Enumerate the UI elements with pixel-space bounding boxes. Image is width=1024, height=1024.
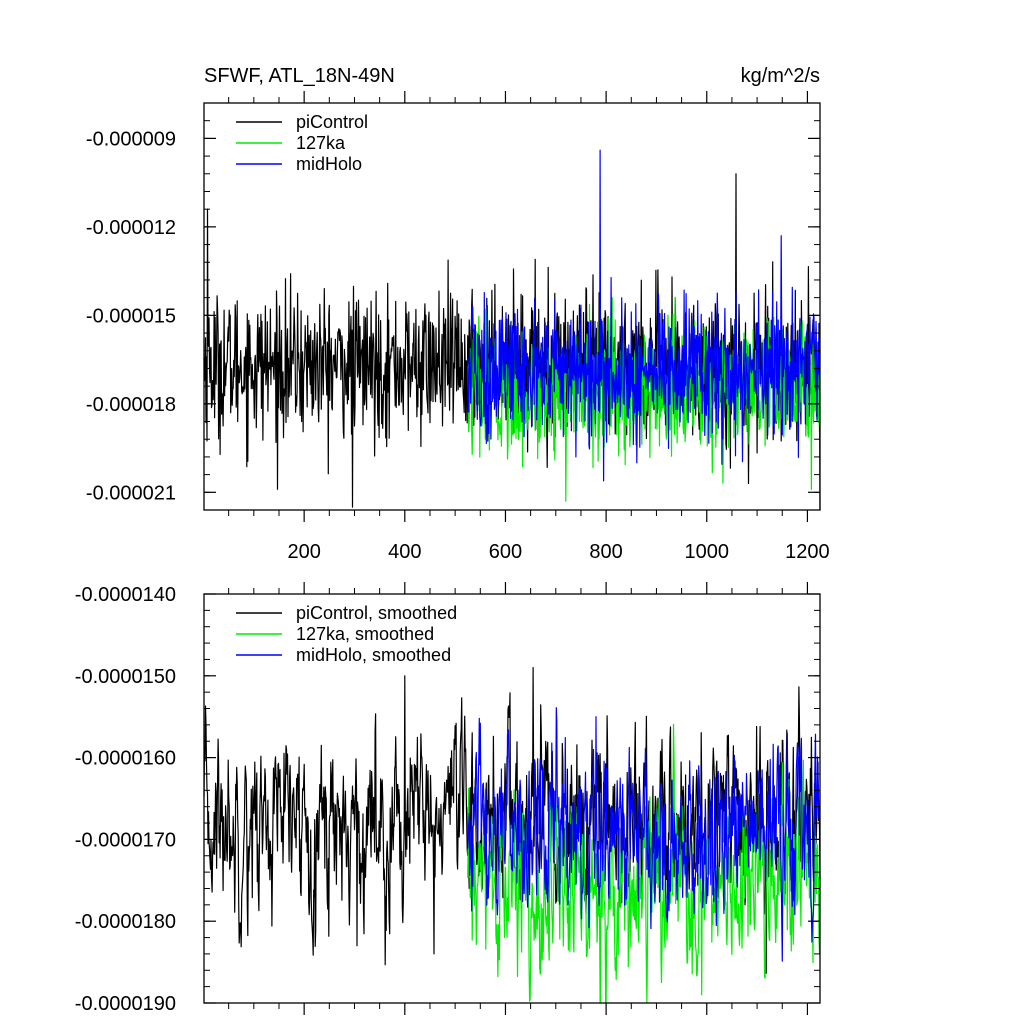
legend-label-midholo-smoothed: midHolo, smoothed: [296, 645, 451, 665]
top-legend: piControl 127ka midHolo: [236, 112, 368, 174]
x-tick-label: 1000: [685, 541, 730, 563]
bottom-series-midholo-smoothed: [467, 707, 821, 962]
x-tick-label: 600: [489, 541, 522, 563]
top-series-midholo: [467, 149, 821, 511]
bottom-plot-frame: [203, 593, 821, 1004]
y-tick-label: -0.000021: [86, 482, 176, 504]
y-tick-label: -0.0000190: [75, 993, 176, 1015]
legend-label-127ka-smoothed: 127ka, smoothed: [296, 624, 434, 644]
top-y-axis: -0.000009 -0.000012 -0.000015 -0.000018 -0.0…: [86, 102, 820, 511]
y-tick-label: -0.000018: [86, 394, 176, 416]
y-tick-label: -0.0000160: [75, 748, 176, 770]
bottom-y-axis: -0.0000140 -0.0000150 -0.0000160 -0.0000170…: [75, 584, 820, 1015]
legend-label-picontrol: piControl: [296, 112, 368, 132]
top-series-127ka: [467, 296, 821, 502]
y-tick-label: -0.000012: [86, 217, 176, 239]
y-tick-label: -0.0000180: [75, 911, 176, 933]
y-tick-label: -0.0000150: [75, 666, 176, 688]
top-plot-area: [203, 149, 821, 511]
y-tick-label: -0.0000140: [75, 584, 176, 606]
x-tick-label: 400: [388, 541, 421, 563]
top-plot-frame: [203, 102, 821, 511]
top-chart-title: SFWF, ATL_18N-49N: [204, 65, 395, 87]
bottom-legend: piControl, smoothed 127ka, smoothed midH…: [236, 603, 457, 665]
top-chart-units: kg/m^2/s: [741, 65, 820, 87]
bottom-panel: -0.0000140 -0.0000150 -0.0000160 -0.0000170…: [75, 582, 821, 1015]
y-tick-label: -0.000009: [86, 128, 176, 150]
y-tick-label: -0.000015: [86, 305, 176, 327]
x-tick-label: 200: [287, 541, 320, 563]
legend-label-picontrol-smoothed: piControl, smoothed: [296, 603, 457, 623]
top-panel: SFWF, ATL_18N-49N kg/m^2/s -0.000009-0.0…: [86, 65, 830, 563]
legend-label-midholo: midHolo: [296, 154, 362, 174]
bottom-plot-area: [203, 667, 821, 1004]
top-x-axis: 200 400 600 800 1000 1200: [228, 91, 830, 563]
legend-label-127ka: 127ka: [296, 133, 346, 153]
x-tick-label: 800: [589, 541, 622, 563]
y-tick-label: -0.0000170: [75, 829, 176, 851]
bottom-x-axis: [228, 582, 809, 1015]
x-tick-label: 1200: [785, 541, 830, 563]
